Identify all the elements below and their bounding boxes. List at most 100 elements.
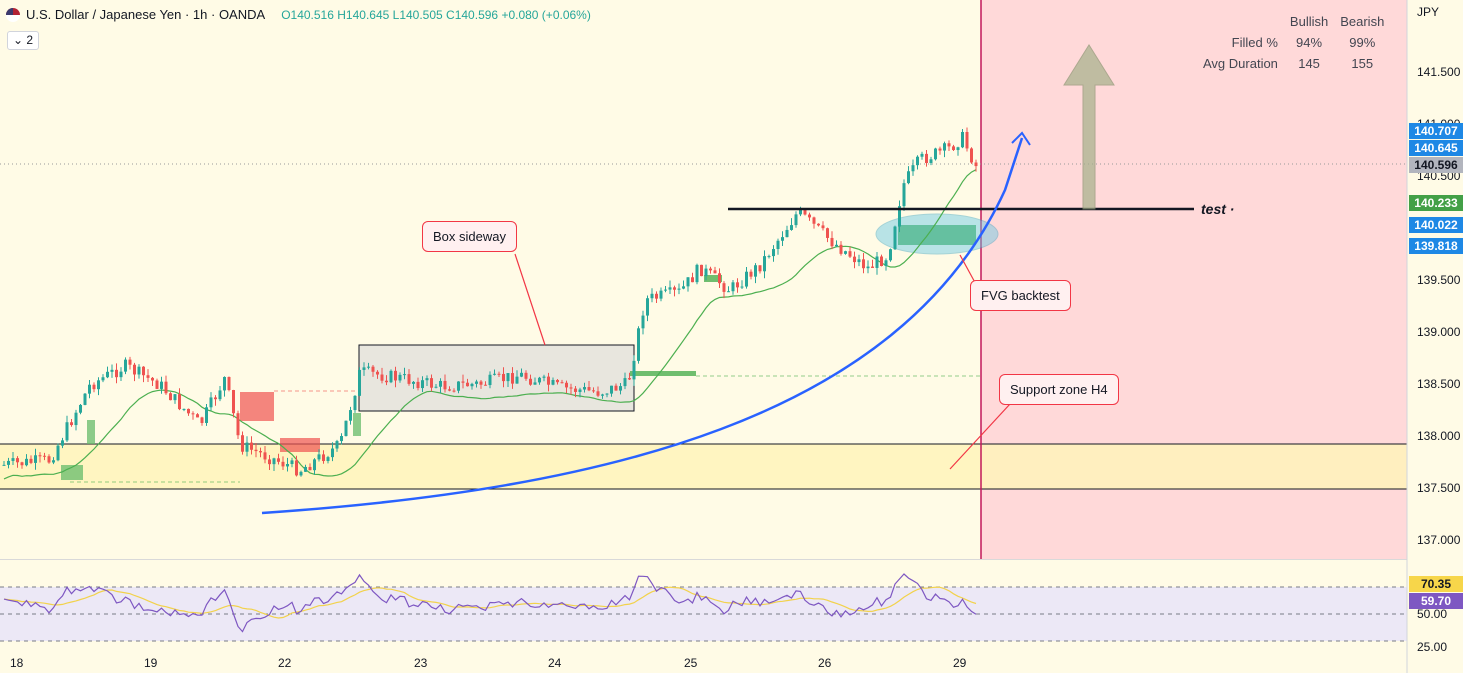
candle-body xyxy=(187,408,190,414)
time-tick: 24 xyxy=(548,656,562,670)
candle-body xyxy=(974,162,978,167)
chart-header: U.S. Dollar / Japanese Yen · 1h · OANDA … xyxy=(6,7,591,22)
candle-body xyxy=(812,217,816,224)
candle-body xyxy=(43,455,46,457)
candle-body xyxy=(533,382,537,385)
candle-body xyxy=(826,228,829,238)
candle-body xyxy=(191,413,195,415)
candle-body xyxy=(511,373,514,384)
candle-body xyxy=(803,209,807,215)
price-tag-last: 140.596 xyxy=(1409,157,1463,173)
candle-body xyxy=(893,226,897,250)
candle-body xyxy=(619,386,622,391)
candle-body xyxy=(79,404,82,413)
candle-body xyxy=(772,249,775,257)
candle-body xyxy=(322,454,325,462)
candle-body xyxy=(326,457,330,462)
candle-body xyxy=(731,282,735,292)
candle-body xyxy=(646,298,649,316)
symbol-title[interactable]: U.S. Dollar / Japanese Yen · 1h · OANDA xyxy=(26,7,266,22)
candle-body xyxy=(452,390,456,392)
candle-body xyxy=(520,372,523,377)
candle-body xyxy=(601,394,604,396)
candle-body xyxy=(497,373,501,375)
candle-body xyxy=(817,223,820,226)
candle-body xyxy=(340,436,343,442)
candle-body xyxy=(484,384,487,386)
candle-body xyxy=(416,381,420,389)
candle-body xyxy=(830,237,834,247)
moving-average xyxy=(3,169,977,480)
candle-body xyxy=(367,366,370,368)
callout-box-sideway[interactable]: Box sideway xyxy=(422,221,517,252)
candle-body xyxy=(430,378,433,388)
candle-body xyxy=(673,287,676,290)
usd-flag-icon xyxy=(6,7,20,22)
candle-body xyxy=(736,282,739,288)
candle-body xyxy=(664,289,667,291)
rsi-tick: 25.00 xyxy=(1417,640,1448,654)
candle-body xyxy=(628,378,631,380)
rsi-ma-line xyxy=(3,586,977,619)
candle-body xyxy=(929,159,933,164)
candle-body xyxy=(421,380,424,389)
price-tag-high: 140.707 xyxy=(1409,123,1463,139)
candle-body xyxy=(133,364,136,375)
candle-body xyxy=(254,449,258,452)
callout-pointer-box xyxy=(514,253,546,346)
candle-body xyxy=(578,389,582,392)
candle-body xyxy=(794,214,798,226)
candle-body xyxy=(592,390,595,392)
candle-body xyxy=(385,380,388,383)
currency-label: JPY xyxy=(1417,5,1440,19)
candle-body xyxy=(655,293,658,299)
candle-body xyxy=(524,372,528,379)
candle-body xyxy=(704,268,708,277)
indicators-toggle-button[interactable]: ⌄ 2 xyxy=(7,31,40,50)
candle-body xyxy=(965,131,969,149)
candle-body xyxy=(241,435,244,452)
candle-body xyxy=(709,268,712,271)
candle-body xyxy=(790,225,793,230)
candle-body xyxy=(434,386,438,388)
candle-body xyxy=(20,462,24,466)
candle-body xyxy=(250,442,253,450)
candle-body xyxy=(623,378,627,387)
candle-body xyxy=(596,391,600,396)
target-arrow xyxy=(1063,44,1115,210)
candle-body xyxy=(947,143,951,147)
candle-body xyxy=(614,385,618,391)
candle-body xyxy=(610,385,613,394)
candle-body xyxy=(272,458,276,465)
callout-support-zone[interactable]: Support zone H4 xyxy=(999,374,1119,405)
candle-body xyxy=(160,381,163,389)
price-tag-ohlc-high: 140.645 xyxy=(1409,140,1463,156)
candle-body xyxy=(106,371,109,378)
price-tag-fvg-bottom: 139.818 xyxy=(1409,238,1463,254)
curve-arrow-head xyxy=(1011,131,1031,146)
candle-body xyxy=(137,366,141,375)
candle-body xyxy=(196,414,199,418)
candle-body xyxy=(317,454,321,460)
candle-body xyxy=(407,374,411,384)
callout-fvg-backtest[interactable]: FVG backtest xyxy=(970,280,1071,311)
candle-body xyxy=(677,288,681,290)
candle-body xyxy=(299,471,303,476)
candle-body xyxy=(443,380,447,390)
rsi-line xyxy=(3,573,977,633)
candle-body xyxy=(263,452,267,460)
candle-body xyxy=(173,394,177,401)
candle-body xyxy=(344,420,348,437)
candle-body xyxy=(331,448,334,458)
candle-body xyxy=(74,412,78,426)
candle-body xyxy=(839,244,843,254)
candle-body xyxy=(232,390,235,414)
candle-body xyxy=(650,293,654,299)
time-tick: 29 xyxy=(953,656,967,670)
candle-body xyxy=(169,393,172,401)
price-tick: 137.500 xyxy=(1417,481,1461,495)
candle-body xyxy=(565,382,568,388)
candle-body xyxy=(403,374,406,376)
candle-body xyxy=(493,373,496,375)
